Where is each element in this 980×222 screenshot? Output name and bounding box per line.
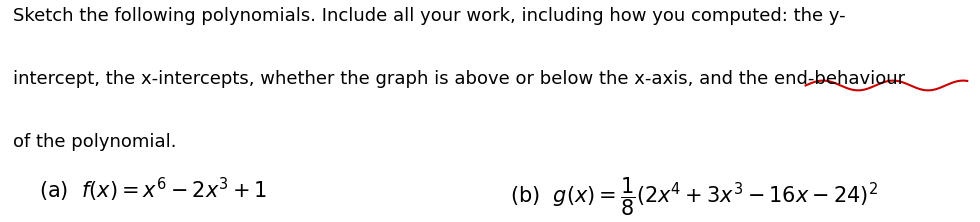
Text: intercept, the x-intercepts, whether the graph is above or below the x-axis, and: intercept, the x-intercepts, whether the…	[13, 70, 905, 88]
Text: of the polynomial.: of the polynomial.	[13, 133, 176, 151]
Text: (a)  $f(x) = x^6 - 2x^3 + 1$: (a) $f(x) = x^6 - 2x^3 + 1$	[39, 175, 268, 204]
Text: (b)  $g(x) = \dfrac{1}{8}(2x^4 + 3x^3 - 16x - 24)^2$: (b) $g(x) = \dfrac{1}{8}(2x^4 + 3x^3 - 1…	[510, 175, 877, 218]
Text: Sketch the following polynomials. Include all your work, including how you compu: Sketch the following polynomials. Includ…	[13, 7, 846, 25]
